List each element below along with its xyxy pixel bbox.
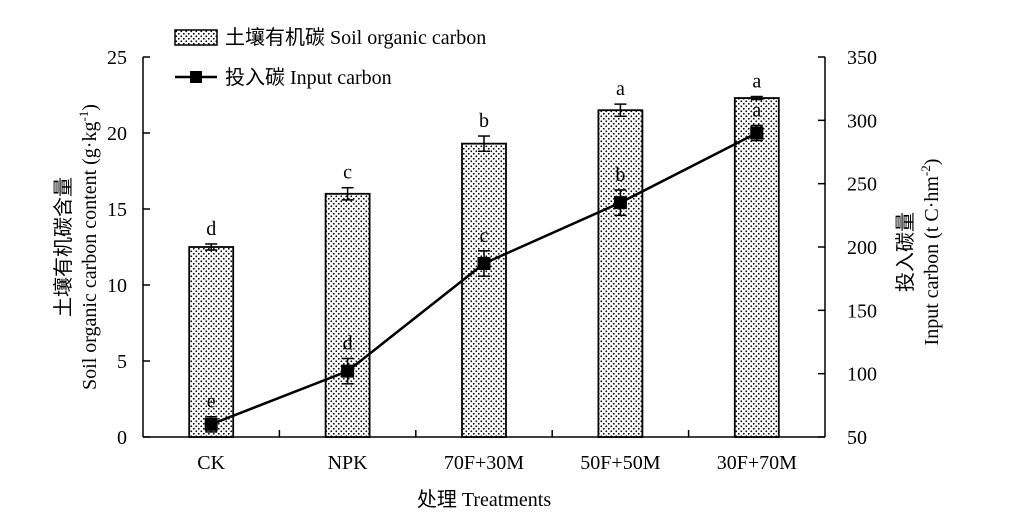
x-tick-label: NPK xyxy=(328,452,369,474)
bar-series xyxy=(188,97,780,438)
x-axis-ticks: CK NPK 70F+30M 50F+50M 30F+70M xyxy=(197,430,797,474)
y-left-tick-label: 0 xyxy=(117,427,127,449)
y-left-tick-label: 25 xyxy=(107,47,127,69)
line-significance-letter: d xyxy=(343,332,353,354)
y-right-tick-label: 350 xyxy=(847,47,877,69)
y-axis-left-title-en: Soil organic carbon content (g·kg-1) xyxy=(76,104,101,390)
y-right-tick-label: 100 xyxy=(847,364,877,386)
input-carbon-marker xyxy=(613,196,627,210)
y-axis-left-ticks: 0 5 10 15 20 25 xyxy=(107,47,150,449)
y-right-tick-label: 50 xyxy=(847,427,867,449)
y-axis-right-title-en: Input carbon (t C·hm-2) xyxy=(918,159,943,346)
y-left-tick-label: 5 xyxy=(117,351,127,373)
y-left-tick-label: 10 xyxy=(107,275,127,297)
legend-swatch-bar xyxy=(174,29,218,46)
bar-significance-letter: c xyxy=(343,162,352,184)
y-left-tick-label: 20 xyxy=(107,123,127,145)
y-right-tick-label: 150 xyxy=(847,300,877,322)
bar-error-bars xyxy=(205,95,763,251)
bar-soil-organic-carbon xyxy=(461,142,507,438)
y-right-tick-label: 250 xyxy=(847,174,877,196)
x-tick-label: 50F+50M xyxy=(580,452,660,474)
legend-label-input-carbon: 投入碳 Input carbon xyxy=(225,66,392,89)
legend-swatch-marker xyxy=(190,71,202,83)
bar-soil-organic-carbon xyxy=(188,246,235,438)
bar-significance-letter: b xyxy=(479,110,489,132)
bar-significance-letter: d xyxy=(206,218,216,240)
bar-soil-organic-carbon xyxy=(597,109,644,438)
x-axis-title: 处理 Treatments xyxy=(417,488,551,511)
legend: 土壤有机碳 Soil organic carbon 投入碳 Input carb… xyxy=(174,26,486,89)
y-axis-right-title-cn-wrap: 投入碳量 xyxy=(894,212,917,292)
line-significance-letter: a xyxy=(752,99,761,121)
x-tick-label: 30F+70M xyxy=(717,452,797,474)
line-series: e d c b a xyxy=(204,99,764,433)
y-right-tick-label: 200 xyxy=(847,237,877,259)
line-significance-letter: c xyxy=(480,225,489,247)
y-left-tick-label: 15 xyxy=(107,199,127,221)
bar-significance-letter: a xyxy=(752,71,761,93)
input-carbon-marker xyxy=(750,126,764,140)
y-axis-left-title: Soil organic carbon content (g·kg-1) xyxy=(76,104,101,390)
bar-soil-organic-carbon xyxy=(733,97,780,438)
input-carbon-marker xyxy=(341,364,355,378)
input-carbon-marker xyxy=(204,417,218,431)
bar-soil-organic-carbon xyxy=(324,192,371,438)
y-axis-left-title-cn: 土壤有机碳含量 xyxy=(52,177,75,317)
legend-item-soil-organic-carbon: 土壤有机碳 Soil organic carbon xyxy=(174,26,486,49)
y-axis-right-title: Input carbon (t C·hm-2) xyxy=(918,159,943,346)
x-tick-label: 70F+30M xyxy=(444,452,524,474)
input-carbon-marker xyxy=(477,256,491,270)
bar-significance-letter: a xyxy=(616,78,625,100)
line-significance-letter: e xyxy=(207,391,216,413)
y-axis-right-title-cn: 投入碳量 xyxy=(894,212,917,292)
legend-label-soil-organic-carbon: 土壤有机碳 Soil organic carbon xyxy=(225,26,486,49)
legend-item-input-carbon: 投入碳 Input carbon xyxy=(175,66,392,89)
y-axis-left-title-cn-wrap: 土壤有机碳含量 xyxy=(52,177,75,317)
x-tick-label: CK xyxy=(197,452,225,474)
y-right-tick-label: 300 xyxy=(847,110,877,132)
line-significance-letter: b xyxy=(615,164,625,186)
y-axis-right-ticks: 50 100 150 200 250 300 350 xyxy=(818,47,877,449)
